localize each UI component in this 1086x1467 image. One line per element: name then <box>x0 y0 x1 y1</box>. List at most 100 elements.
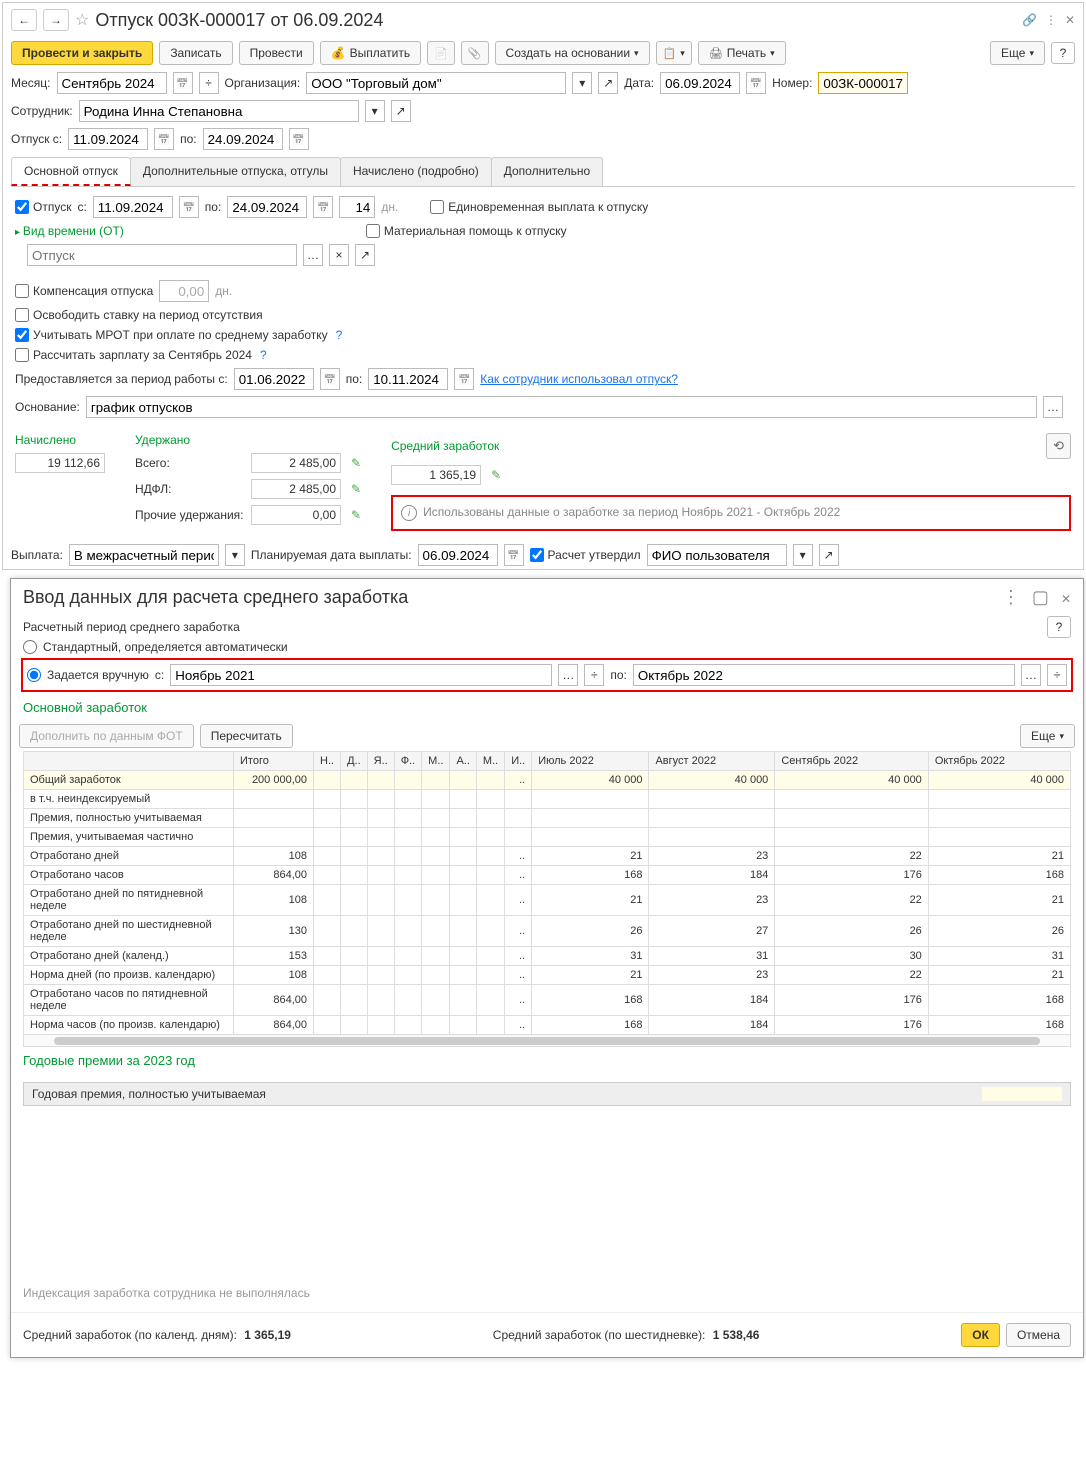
dlg-help[interactable]: ? <box>1047 616 1071 638</box>
pay-button[interactable]: 💰Выплатить <box>320 41 421 65</box>
how-used-link[interactable]: Как сотрудник использовал отпуск? <box>480 372 678 386</box>
provided-to[interactable] <box>368 368 448 390</box>
calc-help[interactable]: ? <box>260 348 267 362</box>
pf-dots[interactable]: … <box>558 664 578 686</box>
table-row[interactable]: Отработано часов864,00..168184176168 <box>24 866 1071 885</box>
table-row[interactable]: Премия, полностью учитываемая <box>24 809 1071 828</box>
print-button[interactable]: Печать <box>698 41 786 65</box>
emp-input[interactable] <box>79 100 359 122</box>
h-scrollbar[interactable] <box>23 1035 1071 1047</box>
help-button[interactable]: ? <box>1051 42 1075 64</box>
vacto-cal[interactable] <box>289 128 309 150</box>
free-rate-checkbox[interactable]: Освободить ставку на период отсутствия <box>15 308 263 322</box>
tt-open[interactable]: ↗ <box>355 244 375 266</box>
table-row[interactable]: Норма дней (по произв. календарю)108..21… <box>24 966 1071 985</box>
dlg-menu-icon[interactable] <box>1002 587 1020 608</box>
dlg-max-icon[interactable] <box>1032 587 1049 608</box>
tab-from[interactable] <box>93 196 173 218</box>
pf-spin[interactable]: ÷ <box>584 664 604 686</box>
number-input[interactable] <box>818 72 908 94</box>
appr-dd[interactable]: ▾ <box>793 544 813 566</box>
reason-input[interactable] <box>86 396 1037 418</box>
tab-accrued[interactable]: Начислено (подробно) <box>340 157 492 186</box>
appr-open[interactable]: ↗ <box>819 544 839 566</box>
tab-to[interactable] <box>227 196 307 218</box>
pt-spin[interactable]: ÷ <box>1047 664 1067 686</box>
vacfrom-input[interactable] <box>68 128 148 150</box>
table-row[interactable]: Отработано дней по шестидневной неделе13… <box>24 916 1071 947</box>
table-row[interactable]: Норма часов (по произв. календарю)864,00… <box>24 1016 1071 1035</box>
edit-total[interactable] <box>347 456 361 470</box>
org-dd[interactable]: ▾ <box>572 72 592 94</box>
edit-avg[interactable] <box>487 468 501 482</box>
tab-additional[interactable]: Дополнительные отпуска, отгулы <box>130 157 341 186</box>
tab-extra[interactable]: Дополнительно <box>491 157 603 186</box>
tt-x[interactable]: × <box>329 244 349 266</box>
emp-dd[interactable]: ▾ <box>365 100 385 122</box>
post-close-button[interactable]: Провести и закрыть <box>11 41 153 65</box>
doc-button[interactable] <box>427 41 455 65</box>
month-spin[interactable]: ÷ <box>199 72 219 94</box>
payout-dd[interactable]: ▾ <box>225 544 245 566</box>
tab-from-cal[interactable] <box>179 196 199 218</box>
plan-date[interactable] <box>418 544 498 566</box>
emp-open[interactable]: ↗ <box>391 100 411 122</box>
month-input[interactable] <box>57 72 167 94</box>
lump-checkbox[interactable]: Единовременная выплата к отпуску <box>430 200 648 214</box>
link-icon[interactable] <box>1022 13 1037 27</box>
approved-checkbox[interactable]: Расчет утвердил <box>530 548 641 562</box>
tab-main[interactable]: Основной отпуск <box>11 157 131 186</box>
tt-dots[interactable]: … <box>303 244 323 266</box>
pt-dots[interactable]: … <box>1021 664 1041 686</box>
recalc-button[interactable]: Пересчитать <box>200 724 293 748</box>
cancel-button[interactable]: Отмена <box>1006 1323 1071 1347</box>
refresh-button[interactable] <box>1046 433 1071 459</box>
table-row[interactable]: Отработано дней по пятидневной неделе108… <box>24 885 1071 916</box>
vacto-input[interactable] <box>203 128 283 150</box>
copy-button[interactable] <box>656 41 692 65</box>
date-cal[interactable] <box>746 72 766 94</box>
reason-dots[interactable]: … <box>1043 396 1063 418</box>
radio-manual[interactable] <box>27 668 41 682</box>
org-input[interactable] <box>306 72 566 94</box>
save-button[interactable]: Записать <box>159 41 232 65</box>
nav-fwd[interactable]: → <box>43 9 69 31</box>
table-row[interactable]: Премия, учитываемая частично <box>24 828 1071 847</box>
table-row[interactable]: Отработано часов по пятидневной неделе86… <box>24 985 1071 1016</box>
star-icon[interactable] <box>75 10 89 30</box>
table-row[interactable]: Отработано дней108..21232221 <box>24 847 1071 866</box>
post-button[interactable]: Провести <box>239 41 314 65</box>
tab-to-cal[interactable] <box>313 196 333 218</box>
table-row[interactable]: в т.ч. неиндексируемый <box>24 790 1071 809</box>
mat-checkbox[interactable]: Материальная помощь к отпуску <box>366 224 567 238</box>
payout-input[interactable] <box>69 544 219 566</box>
date-input[interactable] <box>660 72 740 94</box>
more-button[interactable]: Еще <box>990 41 1045 65</box>
vac-checkbox[interactable]: Отпуск <box>15 200 71 214</box>
time-type-link[interactable]: Вид времени (ОТ) <box>15 224 124 238</box>
period-to[interactable] <box>633 664 1015 686</box>
edit-other[interactable] <box>347 508 361 522</box>
table-row[interactable]: Отработано дней (календ.)153..31313031 <box>24 947 1071 966</box>
nav-back[interactable]: ← <box>11 9 37 31</box>
ok-button[interactable]: ОК <box>961 1323 1000 1347</box>
edit-ndfl[interactable] <box>347 482 361 496</box>
days-input[interactable] <box>339 196 375 218</box>
vacfrom-cal[interactable] <box>154 128 174 150</box>
create-based-button[interactable]: Создать на основании <box>495 41 650 65</box>
org-open[interactable]: ↗ <box>598 72 618 94</box>
pf-cal[interactable] <box>320 368 340 390</box>
plan-cal[interactable] <box>504 544 524 566</box>
approver-input[interactable] <box>647 544 787 566</box>
mrot-help[interactable]: ? <box>336 328 343 342</box>
comp-input[interactable] <box>159 280 209 302</box>
table-row[interactable]: Общий заработок200 000,00..40 00040 0004… <box>24 771 1071 790</box>
mrot-checkbox[interactable]: Учитывать МРОТ при оплате по среднему за… <box>15 328 328 342</box>
provided-from[interactable] <box>234 368 314 390</box>
dlg-more-button[interactable]: Еще <box>1020 724 1075 748</box>
time-type-input[interactable] <box>27 244 297 266</box>
calc-salary-checkbox[interactable]: Рассчитать зарплату за Сентябрь 2024 <box>15 348 252 362</box>
add-fot-button[interactable]: Дополнить по данным ФОТ <box>19 724 194 748</box>
pt-cal[interactable] <box>454 368 474 390</box>
dlg-close-icon[interactable] <box>1061 587 1071 608</box>
